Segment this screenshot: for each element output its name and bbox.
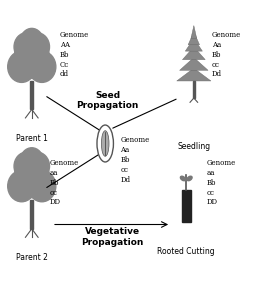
Text: Seedling: Seedling	[177, 142, 210, 151]
Text: Seed
Propagation: Seed Propagation	[77, 91, 139, 110]
Circle shape	[8, 51, 36, 82]
Text: Genome
Aa
Bb
cc
Dd: Genome Aa Bb cc Dd	[211, 31, 241, 78]
Circle shape	[20, 148, 43, 173]
Bar	[193, 81, 195, 98]
Text: Genome
aa
Bb
cc
DD: Genome aa Bb cc DD	[207, 159, 236, 206]
Polygon shape	[191, 26, 197, 38]
Ellipse shape	[187, 176, 192, 181]
Text: Parent 2: Parent 2	[16, 253, 48, 262]
Polygon shape	[188, 32, 199, 45]
Ellipse shape	[101, 131, 109, 156]
Text: Genome
aa
Bb
cc
DD: Genome aa Bb cc DD	[49, 159, 79, 206]
Circle shape	[28, 51, 56, 82]
Text: Parent 1: Parent 1	[16, 133, 48, 143]
Bar	[182, 190, 191, 222]
Circle shape	[24, 152, 49, 181]
Circle shape	[20, 28, 43, 54]
Ellipse shape	[97, 125, 113, 162]
Polygon shape	[183, 47, 205, 60]
Polygon shape	[185, 38, 202, 51]
Circle shape	[14, 38, 49, 78]
Text: Vegetative
Propagation: Vegetative Propagation	[82, 227, 144, 247]
Circle shape	[8, 170, 36, 202]
Polygon shape	[180, 57, 208, 70]
Circle shape	[14, 33, 39, 61]
Bar	[30, 200, 33, 229]
Polygon shape	[177, 68, 211, 81]
Text: Genome
AA
Bb
Cc
dd: Genome AA Bb Cc dd	[60, 31, 89, 78]
Bar	[30, 81, 33, 109]
Circle shape	[28, 170, 56, 202]
Circle shape	[14, 152, 39, 181]
Text: Genome
Aa
Bb
cc
Dd: Genome Aa Bb cc Dd	[120, 136, 150, 184]
Circle shape	[14, 158, 49, 197]
Circle shape	[24, 33, 49, 61]
Text: Rooted Cutting: Rooted Cutting	[157, 247, 215, 256]
Ellipse shape	[180, 176, 186, 181]
